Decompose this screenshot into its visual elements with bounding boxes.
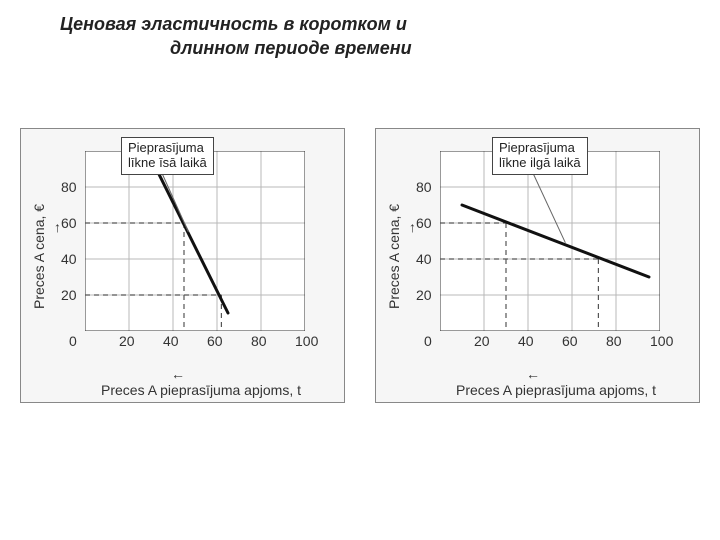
y-axis-label: Preces A cena, € (31, 204, 47, 309)
x-arrow-icon: ← (171, 366, 185, 382)
x-tick: 40 (163, 333, 179, 349)
origin-label: 0 (69, 333, 77, 349)
y-axis-label: Preces A cena, € (386, 204, 402, 309)
plot-area (85, 151, 305, 331)
left-panel: Preces A cena, € Preces A pieprasījuma a… (20, 128, 345, 403)
title-line2: длинном периоде времени (60, 36, 412, 60)
plot-area (440, 151, 660, 331)
y-tick: 60 (61, 215, 77, 231)
y-tick: 40 (416, 251, 432, 267)
x-arrow-icon: ← (526, 366, 540, 382)
chart-svg (85, 151, 305, 331)
y-arrow-icon: ↑ (409, 219, 416, 235)
x-tick: 60 (562, 333, 578, 349)
demand-callout: Pieprasījumalīkne ilgā laikā (492, 137, 588, 175)
callout-line1: Pieprasījuma (128, 141, 207, 156)
y-tick: 80 (61, 179, 77, 195)
y-tick: 40 (61, 251, 77, 267)
y-tick: 20 (61, 287, 77, 303)
callout-line2: līkne ilgā laikā (499, 156, 581, 171)
x-tick: 80 (251, 333, 267, 349)
x-tick: 60 (207, 333, 223, 349)
x-axis-label: Preces A pieprasījuma apjoms, t (81, 382, 321, 398)
demand-callout: Pieprasījumalīkne īsā laikā (121, 137, 214, 175)
callout-line2: līkne īsā laikā (128, 156, 207, 171)
right-panel: Preces A cena, € Preces A pieprasījuma a… (375, 128, 700, 403)
y-tick: 60 (416, 215, 432, 231)
y-arrow-icon: ↑ (54, 219, 61, 235)
y-tick: 80 (416, 179, 432, 195)
origin-label: 0 (424, 333, 432, 349)
x-tick: 100 (295, 333, 318, 349)
y-tick: 20 (416, 287, 432, 303)
chart-row: Preces A cena, € Preces A pieprasījuma a… (20, 128, 700, 403)
callout-line1: Pieprasījuma (499, 141, 581, 156)
x-tick: 80 (606, 333, 622, 349)
slide-title: Ценовая эластичность в коротком и длинно… (60, 12, 412, 61)
x-tick: 20 (474, 333, 490, 349)
x-tick: 100 (650, 333, 673, 349)
chart-svg (440, 151, 660, 331)
title-line1: Ценовая эластичность в коротком и (60, 14, 407, 34)
x-tick: 20 (119, 333, 135, 349)
x-axis-label: Preces A pieprasījuma apjoms, t (436, 382, 676, 398)
x-tick: 40 (518, 333, 534, 349)
